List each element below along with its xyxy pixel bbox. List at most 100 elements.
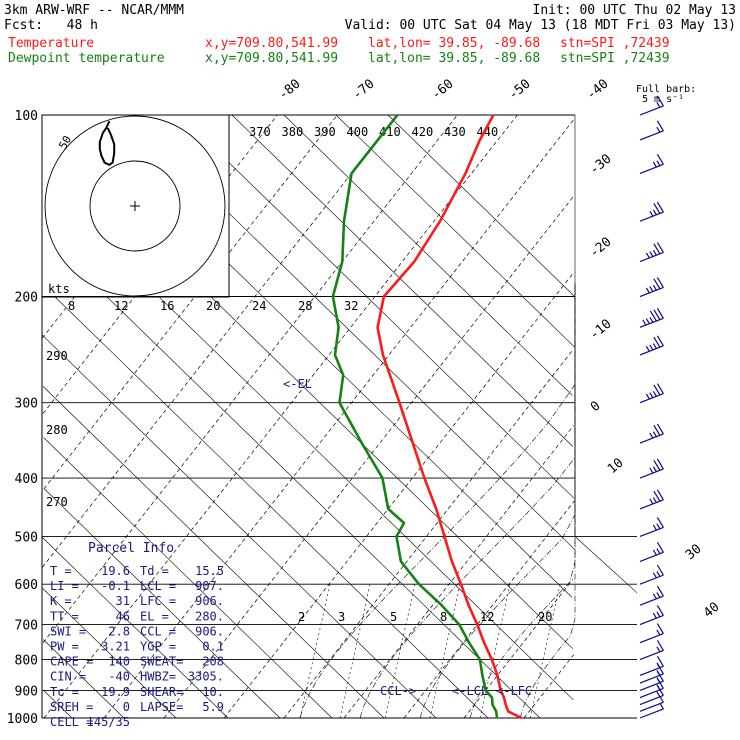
- isotherm-line: [42, 114, 398, 568]
- hodograph-speed-label: 20: [206, 299, 220, 313]
- parcel-info-value: 3.21: [101, 640, 130, 654]
- wind-barb: [639, 585, 664, 606]
- level-annotation: <-EL: [283, 377, 312, 391]
- isotherm-label: -40: [584, 76, 612, 103]
- barb-flag: [656, 564, 664, 576]
- barb-flag: [649, 467, 654, 474]
- pressure-tick-label: 400: [15, 472, 38, 487]
- barb-flag: [653, 309, 661, 320]
- barb-flag: [642, 319, 647, 326]
- hodograph-unit: kts: [48, 282, 70, 296]
- barb-flag: [652, 549, 657, 556]
- barb-flag: [645, 318, 650, 325]
- barb-flag: [656, 691, 661, 698]
- parcel-info-key: SHEAR=: [140, 685, 183, 699]
- right-skew-edge: [574, 536, 638, 594]
- dry-adiabat-line: [43, 235, 541, 719]
- pressure-tick-label: 1000: [7, 712, 38, 727]
- parcel-info-key: TT =: [50, 609, 79, 623]
- wind-barb: [639, 201, 664, 222]
- valid-time: Valid: 00 UTC Sat 04 May 13 (18 MDT Fri …: [344, 18, 736, 33]
- moist-adiabat-line: [469, 283, 576, 719]
- barb-flag: [652, 612, 657, 619]
- barb-flag: [656, 656, 664, 667]
- barb-flag: [656, 640, 664, 651]
- barb-flag: [649, 392, 654, 399]
- isotherm-label: 10: [605, 456, 627, 478]
- wind-barb: [639, 685, 664, 706]
- barb-flag: [649, 498, 654, 505]
- barb-flag: [656, 585, 664, 597]
- barb-flag: [652, 161, 657, 168]
- theta-label: 290: [46, 349, 68, 363]
- barb-flag: [659, 703, 664, 710]
- isotherm-label: -10: [587, 316, 615, 343]
- barb-flag: [649, 317, 654, 323]
- dry-adiabat-line: [283, 114, 573, 396]
- wind-barb: [639, 489, 664, 510]
- barb-staff: [639, 708, 664, 719]
- parcel-info-title: Parcel Info: [88, 541, 174, 556]
- parcel-info-key: Tc =: [50, 685, 79, 699]
- barb-flag: [656, 95, 664, 107]
- barb-flag: [645, 346, 650, 352]
- dry-adiabat-line: [43, 437, 333, 719]
- barb-flag: [656, 605, 664, 616]
- pressure-tick-label: 800: [15, 654, 38, 669]
- parcel-info-value: 140: [108, 655, 130, 669]
- mixing-ratio-label: 3: [338, 610, 345, 624]
- barb-flag: [649, 310, 657, 322]
- barb-flag: [653, 278, 661, 290]
- theta-label: 280: [46, 423, 68, 437]
- parcel-info-value: -0.1: [101, 579, 130, 593]
- barb-flag: [653, 490, 661, 502]
- barb-flag: [649, 432, 654, 439]
- barb-flag: [652, 431, 657, 438]
- isotherm-line: [463, 579, 574, 719]
- barb-flag: [656, 423, 664, 435]
- parcel-info-key: T =: [50, 564, 72, 578]
- barb-staff: [639, 701, 664, 712]
- barb-flag: [652, 497, 657, 503]
- isotherm-line: [223, 271, 575, 719]
- wind-barb: [639, 423, 664, 444]
- barb-flag: [652, 572, 657, 579]
- theta-label: 380: [282, 125, 304, 139]
- level-annotation: <-LCL: [452, 684, 488, 698]
- wind-barb: [639, 656, 664, 676]
- barb-flag: [653, 384, 661, 396]
- pressure-tick-label: 100: [15, 109, 38, 124]
- barb-flag: [649, 286, 654, 292]
- dry-adiabat-line: [43, 690, 73, 719]
- barb-flag: [652, 249, 657, 256]
- wind-barb: [639, 277, 664, 298]
- wind-barb: [639, 564, 664, 585]
- parcel-info-value: 2.8: [108, 624, 130, 638]
- hodograph-speed-label: 16: [160, 299, 174, 313]
- theta-label: 390: [314, 125, 336, 139]
- barb-flag: [656, 669, 661, 676]
- barb-flag: [656, 677, 661, 683]
- dewpoint-station: stn=SPI ,72439: [560, 51, 670, 66]
- dry-adiabat-line: [335, 114, 575, 348]
- parcel-info-key: K =: [50, 594, 72, 608]
- hodograph-trace: [98, 120, 116, 167]
- barb-flag: [656, 458, 664, 470]
- wind-barb: [639, 605, 664, 626]
- parcel-info-value: 0: [123, 700, 130, 714]
- dry-adiabat-line: [42, 386, 385, 719]
- barb-flag: [652, 593, 657, 600]
- barb-flag: [645, 287, 650, 294]
- mixing-ratio-label: 12: [480, 610, 494, 624]
- parcel-info-key: CELL =: [50, 715, 93, 729]
- parcel-info-value: 145/35: [87, 715, 130, 729]
- barb-flag: [653, 336, 661, 348]
- pressure-tick-label: 500: [15, 530, 38, 545]
- barb-flag: [656, 277, 664, 288]
- barb-flag: [656, 623, 664, 634]
- pressure-tick-label: 700: [15, 619, 38, 634]
- temperature-legend: Temperature: [8, 36, 95, 51]
- forecast-hour: Fcst: 48 h: [4, 18, 98, 33]
- mixing-ratio-line: [339, 584, 371, 719]
- barb-flag: [656, 160, 661, 167]
